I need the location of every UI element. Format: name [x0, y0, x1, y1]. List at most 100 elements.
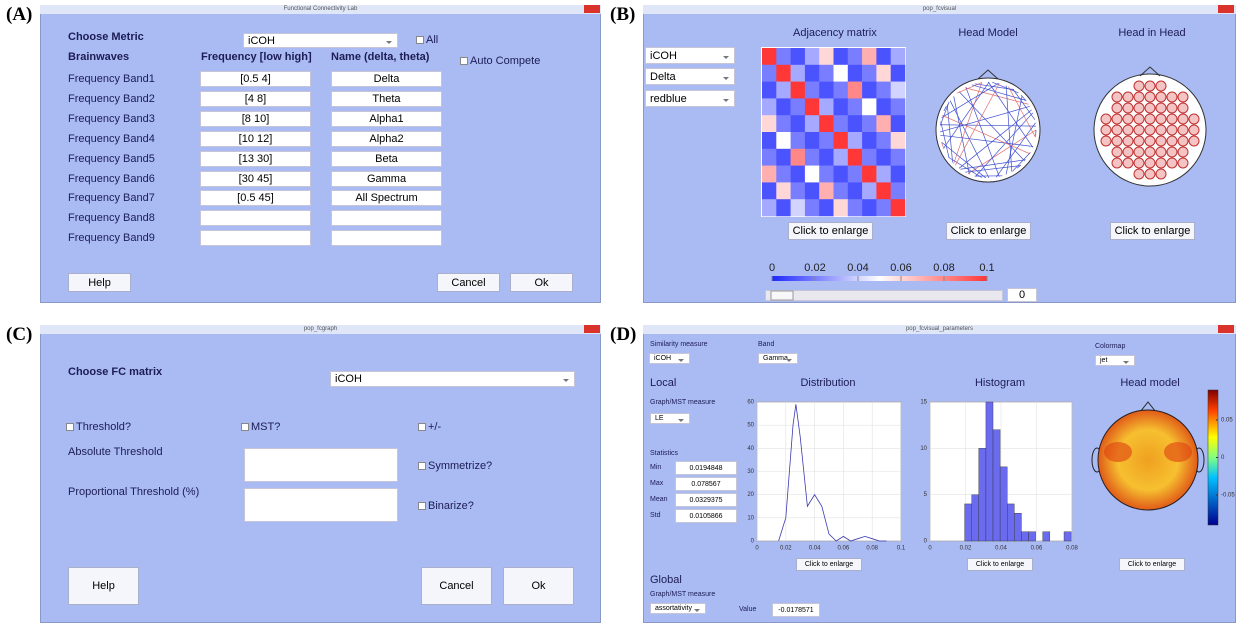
plot-title: Distribution	[800, 377, 856, 389]
stat-value: 0.078567	[675, 477, 737, 491]
row-label: Frequency Band7	[68, 192, 155, 205]
panel-label: (D)	[610, 324, 637, 345]
button[interactable]: Click to enlarge	[1119, 558, 1185, 571]
text-field[interactable]: [30 45]	[200, 170, 311, 187]
text-field[interactable]	[244, 448, 398, 482]
text-field[interactable]: [0.5 4]	[200, 71, 311, 87]
dropdown[interactable]: jet	[1095, 355, 1135, 366]
checkbox[interactable]: Auto Compete	[460, 54, 540, 68]
label: Colormap	[1095, 343, 1126, 350]
label: Absolute Threshold	[68, 446, 163, 458]
plot-title: Histogram	[974, 377, 1026, 389]
checkbox[interactable]: +/-	[418, 420, 441, 434]
plot-title: Head model	[1120, 377, 1180, 389]
row-label: Frequency Band2	[68, 92, 155, 105]
text-field[interactable]: Theta	[331, 90, 442, 107]
section-title: Local	[650, 377, 677, 389]
dropdown[interactable]: iCOH	[243, 33, 398, 48]
button[interactable]: Help	[68, 567, 139, 605]
dropdown[interactable]: assortativity	[650, 603, 706, 614]
text-field[interactable]: Delta	[331, 71, 442, 87]
label: Similarity measure	[650, 341, 708, 348]
view-title: Head Model	[958, 27, 1018, 39]
section-title: Global	[650, 574, 682, 586]
header: Brainwaves	[68, 51, 130, 63]
checkbox[interactable]: Threshold?	[66, 420, 131, 434]
row-label: Frequency Band8	[68, 212, 155, 225]
radio[interactable]: All	[416, 33, 438, 47]
stat-label: Mean	[650, 496, 668, 503]
text-field[interactable]: Gamma	[331, 170, 442, 187]
title-bar: Functional Connectivity Lab	[40, 5, 601, 14]
text-field[interactable]: Beta	[331, 150, 442, 167]
row-label: Frequency Band6	[68, 172, 155, 185]
text-field[interactable]: Alpha2	[331, 130, 442, 147]
stat-value: 0.0105866	[675, 509, 737, 523]
value-field: -0.0178571	[772, 603, 820, 617]
text-field[interactable]	[331, 210, 442, 227]
dropdown[interactable]: redblue	[645, 90, 735, 107]
text-field[interactable]	[244, 488, 398, 522]
close-button[interactable]	[584, 5, 600, 13]
row-label: Frequency Band1	[68, 73, 155, 85]
title-bar: pop_fcvisual	[643, 5, 1236, 14]
dropdown[interactable]: LE	[650, 413, 690, 424]
title-bar: pop_fcvisual_parameters	[643, 325, 1236, 334]
stat-value: 0.0329375	[675, 493, 737, 507]
row-label: Frequency Band4	[68, 132, 155, 145]
text-field[interactable]: All Spectrum	[331, 190, 442, 207]
button[interactable]: Click to enlarge	[1110, 222, 1195, 240]
button[interactable]: Ok	[510, 273, 573, 292]
view-title: Head in Head	[1118, 27, 1186, 39]
text-field[interactable]: Alpha1	[331, 110, 442, 127]
checkbox[interactable]: Symmetrize?	[418, 459, 492, 473]
text-field[interactable]: [4 8]	[200, 90, 311, 107]
slider[interactable]	[765, 290, 1003, 301]
stat-label: Min	[650, 464, 662, 471]
button[interactable]: Click to enlarge	[946, 222, 1031, 240]
close-button[interactable]	[1218, 5, 1234, 13]
close-button[interactable]	[1218, 325, 1234, 333]
text-field[interactable]: [10 12]	[200, 130, 311, 147]
close-button[interactable]	[584, 325, 600, 333]
button[interactable]: Ok	[503, 567, 574, 605]
button[interactable]: Click to enlarge	[788, 222, 873, 240]
text-field[interactable]: [13 30]	[200, 150, 311, 167]
label: Proportional Threshold (%)	[68, 486, 200, 498]
label: Graph/MST measure	[650, 399, 716, 406]
label: Choose Metric	[68, 31, 144, 43]
dropdown[interactable]: Delta	[645, 68, 735, 85]
checkbox[interactable]: MST?	[241, 420, 280, 434]
button[interactable]: Cancel	[421, 567, 492, 605]
panel-label: (B)	[610, 4, 636, 25]
button[interactable]: Click to enlarge	[967, 558, 1033, 571]
label: Graph/MST measure	[650, 591, 716, 598]
dropdown[interactable]: iCOH	[330, 371, 575, 387]
row-label: Frequency Band3	[68, 112, 155, 125]
label: Choose FC matrix	[68, 366, 163, 378]
header: Frequency [low high]	[201, 51, 312, 63]
dropdown[interactable]: iCOH	[649, 353, 690, 364]
view-title: Adjacency matrix	[793, 27, 877, 39]
row-label: Frequency Band9	[68, 232, 155, 245]
slider-value: 0	[1007, 288, 1037, 302]
text-field[interactable]	[331, 230, 442, 247]
text-field[interactable]	[200, 210, 311, 227]
dropdown[interactable]: iCOH	[645, 47, 735, 64]
stat-value: 0.0194848	[675, 461, 737, 475]
text-field[interactable]: [8 10]	[200, 110, 311, 127]
button[interactable]: Help	[68, 273, 131, 292]
text-field[interactable]: [0.5 45]	[200, 190, 311, 207]
label: Statistics	[650, 450, 679, 457]
button[interactable]: Click to enlarge	[796, 558, 862, 571]
button[interactable]: Cancel	[437, 273, 500, 292]
title-bar: pop_fcgraph	[40, 325, 601, 334]
stat-label: Std	[650, 512, 661, 519]
panel-label: (C)	[6, 324, 33, 345]
stat-label: Max	[650, 480, 664, 487]
panel-label: (A)	[6, 4, 33, 25]
text-field[interactable]	[200, 230, 311, 247]
checkbox[interactable]: Binarize?	[418, 499, 474, 513]
dropdown[interactable]: Gamma	[758, 353, 798, 364]
